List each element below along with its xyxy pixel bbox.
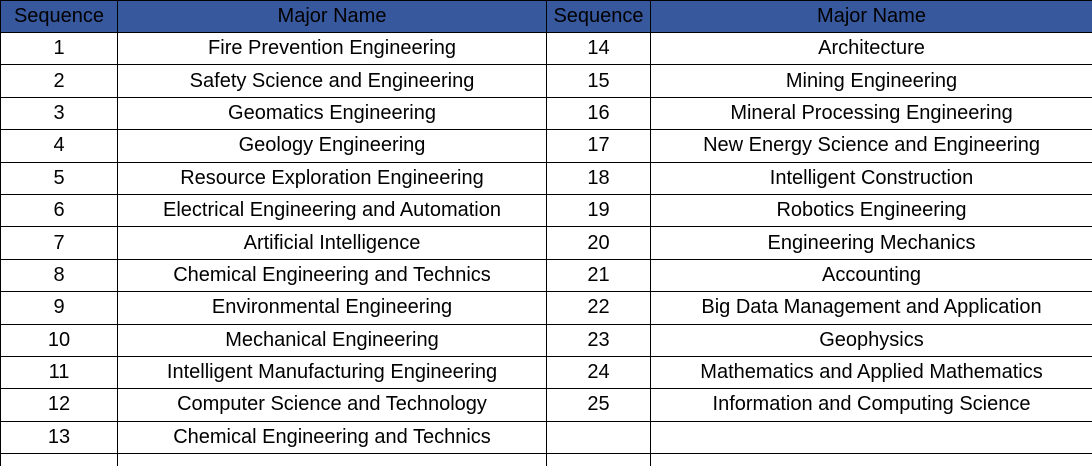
sequence-cell: 2 <box>0 64 118 98</box>
sequence-cell: 15 <box>546 64 651 98</box>
major-name-cell: Intelligent Manufacturing Engineering <box>117 355 547 390</box>
sequence-cell: 1 <box>0 31 118 66</box>
sequence-cell: 21 <box>546 258 651 293</box>
sequence-cell: 3 <box>0 96 118 131</box>
table-row: 10 Mechanical Engineering 23 Geophysics <box>0 323 1092 357</box>
sequence-cell: 10 <box>0 323 118 357</box>
major-name-cell: Robotics Engineering <box>650 193 1092 228</box>
major-name-cell: Mining Engineering <box>650 64 1092 98</box>
table-row: 6 Electrical Engineering and Automation 19… <box>0 193 1092 228</box>
sequence-cell: 11 <box>0 355 118 390</box>
major-name-cell: Geophysics <box>650 323 1092 357</box>
sequence-cell: 18 <box>546 161 651 195</box>
major-name-cell: Environmental Engineering <box>117 291 547 325</box>
sequence-cell <box>546 453 651 466</box>
table-row: 7 Artificial Intelligence 20 Engineering Me… <box>0 226 1092 260</box>
major-name-cell: Architecture <box>650 31 1092 66</box>
sequence-cell: 22 <box>546 291 651 325</box>
major-name-cell: Safety Science and Engineering <box>117 64 547 98</box>
sequence-cell: 17 <box>546 129 651 163</box>
table-row: 12 Computer Science and Technology 25 Infor… <box>0 388 1092 422</box>
major-name-cell: Mineral Processing Engineering <box>650 96 1092 131</box>
major-name-cell: Mathematics and Applied Mathematics <box>650 355 1092 390</box>
table-row: 9 Environmental Engineering 22 Big Data Man… <box>0 291 1092 325</box>
major-name-cell: Computer Science and Technology <box>117 388 547 422</box>
sequence-cell: 20 <box>546 226 651 260</box>
sequence-cell: 25 <box>546 388 651 422</box>
sequence-cell: 12 <box>0 388 118 422</box>
major-name-cell: Electrical Engineering and Automation <box>117 193 547 228</box>
major-name-cell: Geology Engineering <box>117 129 547 163</box>
table-row: 1 Fire Prevention Engineering 14 Architectu… <box>0 31 1092 66</box>
sequence-cell: 23 <box>546 323 651 357</box>
sequence-cell: 16 <box>546 96 651 131</box>
sequence-cell: 19 <box>546 193 651 228</box>
header-row: Sequence Major Name Sequence Major Name <box>0 0 1092 33</box>
major-name-cell: Information and Computing Science <box>650 388 1092 422</box>
major-name-cell: Artificial Intelligence <box>117 226 547 260</box>
column-header-sequence-left: Sequence <box>0 0 118 33</box>
major-name-cell: Accounting <box>650 258 1092 293</box>
sequence-cell: 14 <box>546 31 651 66</box>
major-name-cell: Big Data Management and Application <box>650 291 1092 325</box>
major-name-cell: New Energy Science and Engineering <box>650 129 1092 163</box>
table-row: 2 Safety Science and Engineering 15 Mining … <box>0 64 1092 98</box>
major-name-cell: Intelligent Construction <box>650 161 1092 195</box>
major-name-cell: Chemical Engineering and Technics <box>117 420 547 455</box>
column-header-major-left: Major Name <box>117 0 547 33</box>
sequence-cell: 6 <box>0 193 118 228</box>
table-row: 8 Chemical Engineering and Technics 21 Acco… <box>0 258 1092 293</box>
sequence-cell: 5 <box>0 161 118 195</box>
major-name-cell <box>117 453 547 466</box>
major-name-cell: Resource Exploration Engineering <box>117 161 547 195</box>
major-name-cell: Mechanical Engineering <box>117 323 547 357</box>
table-row: 5 Resource Exploration Engineering 18 Intel… <box>0 161 1092 195</box>
column-header-major-right: Major Name <box>650 0 1092 33</box>
major-name-cell: Engineering Mechanics <box>650 226 1092 260</box>
sequence-cell: 8 <box>0 258 118 293</box>
sequence-cell <box>0 453 118 466</box>
sequence-cell <box>546 420 651 455</box>
major-name-cell <box>650 420 1092 455</box>
sequence-cell: 4 <box>0 129 118 163</box>
major-name-cell: Geomatics Engineering <box>117 96 547 131</box>
sequence-cell: 13 <box>0 420 118 455</box>
major-name-cell <box>650 453 1092 466</box>
sequence-cell: 9 <box>0 291 118 325</box>
majors-table-header: Sequence Major Name Sequence Major Name <box>0 0 1092 33</box>
major-name-cell: Chemical Engineering and Technics <box>117 258 547 293</box>
table-row: 4 Geology Engineering 17 New Energy Science… <box>0 129 1092 163</box>
table-row: 13 Chemical Engineering and Technics <box>0 420 1092 455</box>
table-row: 3 Geomatics Engineering 16 Mineral Processi… <box>0 96 1092 131</box>
majors-table-body: 1 Fire Prevention Engineering 14 Architectu… <box>0 31 1092 466</box>
major-name-cell: Fire Prevention Engineering <box>117 31 547 66</box>
sequence-cell: 24 <box>546 355 651 390</box>
table-row: 11 Intelligent Manufacturing Engineering 2… <box>0 355 1092 390</box>
column-header-sequence-right: Sequence <box>546 0 651 33</box>
sequence-cell: 7 <box>0 226 118 260</box>
table-row <box>0 453 1092 466</box>
